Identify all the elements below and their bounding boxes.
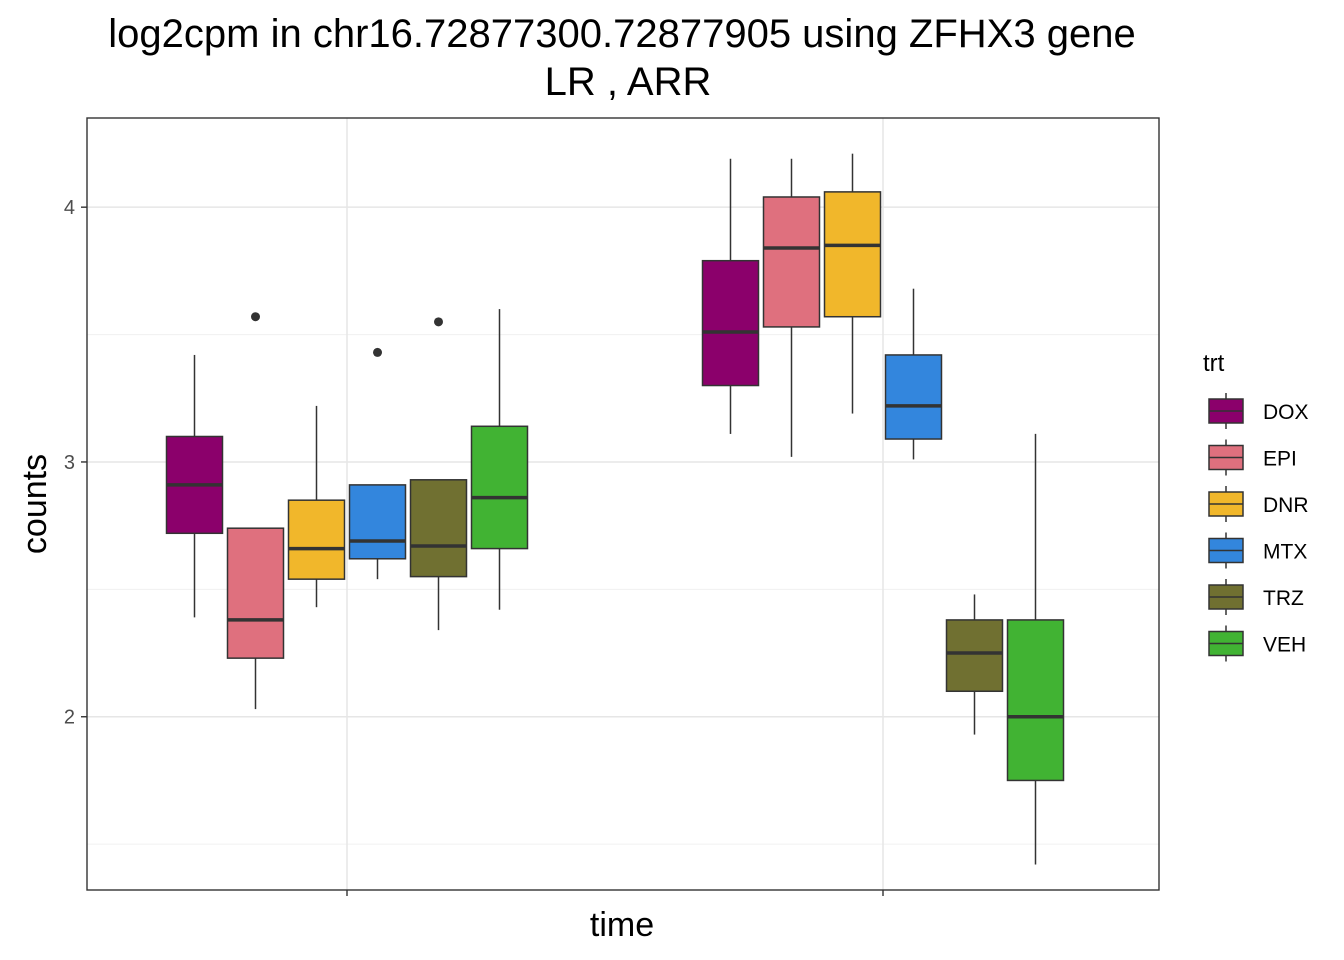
legend-item-dnr: DNR [1208,486,1309,522]
boxplot-veh [1006,433,1065,865]
boxplot-epi [226,312,285,710]
legend-label: MTX [1263,541,1307,564]
y-tick-label: 3 [64,452,75,474]
boxplot-mtx [884,288,943,460]
boxplot-dox [165,354,224,618]
box [409,479,468,578]
outlier-point [251,312,260,322]
legend-label: TRZ [1263,587,1304,610]
box [470,425,529,550]
boxplot-trz [409,317,468,631]
x-axis-title: time [590,906,654,944]
legend-item-dox: DOX [1208,393,1309,429]
box [762,196,821,328]
boxplots [165,153,1065,865]
box [945,619,1004,693]
boxplot-veh [470,309,529,610]
box [1006,619,1065,782]
boxplot-epi [762,158,821,457]
legend-item-veh: VEH [1208,625,1306,662]
y-tick-label: 4 [64,197,75,219]
chart-subtitle: LR , ARR [545,60,712,104]
legend-label: EPI [1263,448,1297,471]
y-axis-title: counts [16,454,54,554]
boxplot-trz [945,594,1004,735]
boxplot-dox [701,158,760,434]
legend-item-mtx: MTX [1208,532,1307,569]
legend-title: trt [1203,350,1225,377]
box [348,484,407,560]
plot-background [87,118,1159,890]
boxplot-mtx [348,347,407,580]
boxplot-dnr [823,153,882,414]
plot-area [86,117,1160,891]
box [701,259,760,387]
box [226,527,285,659]
box [287,499,346,580]
legend-label: VEH [1263,634,1306,657]
legend-label: DNR [1263,494,1309,517]
legend: trt DOX EPI DNR MTX TRZ VEH [1203,350,1309,662]
legend-label: DOX [1263,401,1309,424]
y-tick-label: 2 [64,707,75,729]
box [823,191,882,318]
boxplot-dnr [287,405,346,608]
outlier-point [434,317,443,327]
plot-border [86,117,1160,891]
y-axis-ticks: 2 3 4 [64,197,87,729]
outlier-point [373,347,382,357]
box [884,354,943,440]
x-axis-ticks [346,890,884,896]
legend-item-trz: TRZ [1208,579,1304,615]
legend-item-epi: EPI [1208,439,1297,476]
chart-title: log2cpm in chr16.72877300.72877905 using… [108,12,1135,56]
